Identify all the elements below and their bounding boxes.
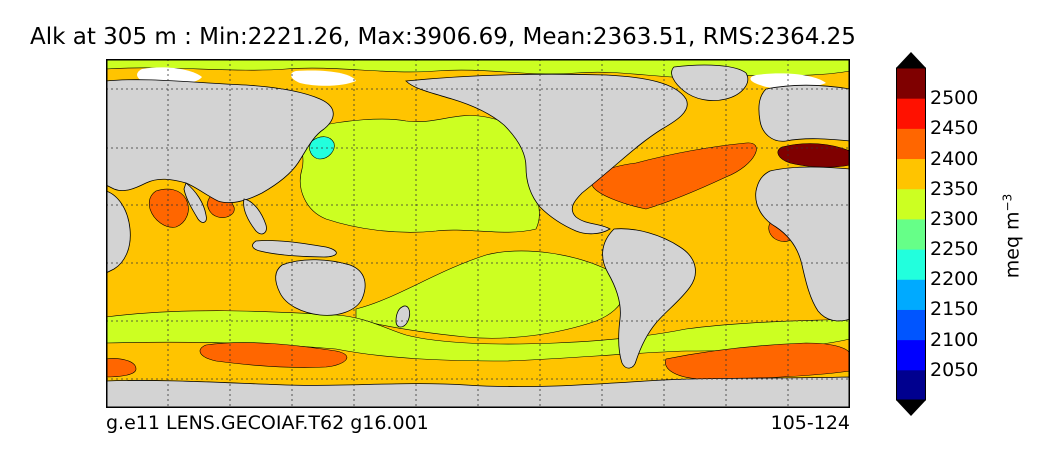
colorbar-bin <box>896 309 926 341</box>
colorbar-bin <box>896 128 926 160</box>
colorbar-border <box>896 67 926 401</box>
green-zones <box>106 59 850 362</box>
colorbar-tick-label: 2500 <box>930 87 979 110</box>
map-panel <box>106 59 850 408</box>
colorbar-bin <box>896 369 926 401</box>
colorbar-tick-label: 2450 <box>930 117 979 140</box>
south-america-land <box>602 228 696 369</box>
ocean-alkalinity-map <box>106 59 850 408</box>
plot-title: Alk at 305 m : Min:2221.26, Max:3906.69,… <box>30 24 856 50</box>
new-zealand-land <box>395 305 410 328</box>
units-exponent: −3 <box>1000 193 1015 212</box>
gridlines <box>106 59 850 408</box>
colorbar-units: meq m−3 <box>1000 194 1023 279</box>
west-band <box>106 358 137 378</box>
footer-year-range: 105-124 <box>770 412 850 434</box>
units-text: meq m <box>1001 211 1024 279</box>
colorbar-bin <box>896 98 926 129</box>
colorbar-tick-label: 2350 <box>930 177 979 200</box>
europe-land <box>758 84 850 142</box>
eurasia-east-land <box>106 79 334 203</box>
colorbar-tick-label: 2150 <box>930 298 979 321</box>
colorbar <box>896 52 926 416</box>
north-america-land <box>405 73 688 235</box>
arctic-ice-2 <box>291 70 356 86</box>
colorbar-under-triangle <box>896 400 926 416</box>
colorbar-tick-label: 2200 <box>930 268 979 291</box>
colorbar-bin <box>896 249 926 280</box>
colorbar-tick-label: 2300 <box>930 207 979 230</box>
southern-ocean-zone <box>106 310 850 362</box>
colorbar-tick-label: 2250 <box>930 238 979 261</box>
colorbar-bin <box>896 339 926 371</box>
north-pacific-zone <box>300 115 540 233</box>
footer-case-name: g.e11 LENS.GECOIAF.T62 g16.001 <box>106 412 429 434</box>
africa-east-land <box>106 190 131 274</box>
indochina-land <box>243 198 267 235</box>
colorbar-bin <box>896 218 926 250</box>
colorbar-bin <box>896 68 926 99</box>
south-indian-band <box>199 342 348 368</box>
map-border <box>106 59 850 408</box>
india-land <box>183 182 207 223</box>
colorbar-bin <box>896 158 926 190</box>
indonesia-land <box>252 240 337 258</box>
colorbar-tick-label: 2100 <box>930 328 979 351</box>
colorbar-bin <box>896 279 926 310</box>
arabian-sea-zone <box>148 188 189 228</box>
colorbar-tick-label: 2050 <box>930 358 979 381</box>
greenland-land <box>671 64 749 101</box>
colorbar-over-triangle <box>896 52 926 68</box>
australia-land <box>275 259 366 316</box>
colorbar-tick-label: 2400 <box>930 147 979 170</box>
colorbar-bin <box>896 188 926 220</box>
